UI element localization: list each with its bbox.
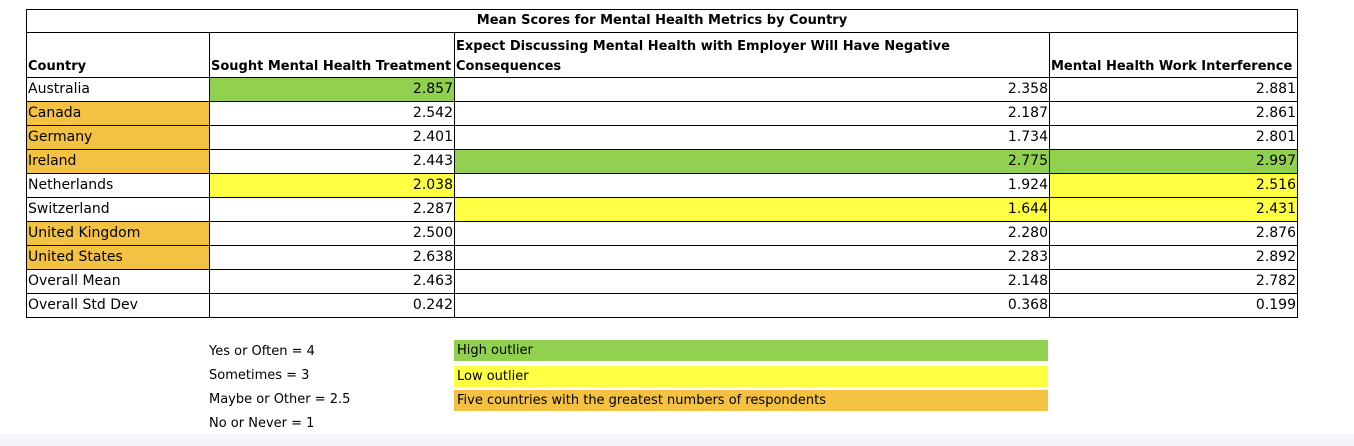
table-row: United States 2.638 2.283 2.892: [26, 245, 1298, 270]
value-cell[interactable]: 2.857: [209, 77, 455, 102]
legend-high-outlier[interactable]: High outlier: [454, 340, 1048, 361]
value-cell[interactable]: 2.187: [454, 101, 1050, 126]
scale-item[interactable]: Sometimes = 3: [209, 368, 310, 383]
value-cell[interactable]: 2.463: [209, 269, 455, 294]
country-cell[interactable]: Netherlands: [26, 173, 210, 198]
value-cell[interactable]: 2.775: [454, 149, 1050, 174]
value-cell[interactable]: 2.401: [209, 125, 455, 150]
table-row: Switzerland 2.287 1.644 2.431: [26, 197, 1298, 222]
value-cell[interactable]: 1.734: [454, 125, 1050, 150]
value-cell[interactable]: 2.782: [1049, 269, 1298, 294]
country-cell[interactable]: Overall Mean: [26, 269, 210, 294]
table-row: Netherlands 2.038 1.924 2.516: [26, 173, 1298, 198]
value-cell[interactable]: 2.892: [1049, 245, 1298, 270]
value-cell[interactable]: 2.358: [454, 77, 1050, 102]
value-cell[interactable]: 2.443: [209, 149, 455, 174]
value-cell[interactable]: 0.368: [454, 293, 1050, 318]
header-sought-treatment[interactable]: Sought Mental Health Treatment: [209, 32, 455, 78]
bottom-bar: [0, 434, 1354, 446]
country-cell[interactable]: Canada: [26, 101, 210, 126]
value-cell[interactable]: 0.242: [209, 293, 455, 318]
country-cell[interactable]: Overall Std Dev: [26, 293, 210, 318]
value-cell[interactable]: 2.431: [1049, 197, 1298, 222]
country-cell[interactable]: Ireland: [26, 149, 210, 174]
table-row: Overall Std Dev 0.242 0.368 0.199: [26, 293, 1298, 318]
scale-item[interactable]: No or Never = 1: [209, 416, 315, 431]
title-row: Mean Scores for Mental Health Metrics by…: [26, 9, 1298, 33]
legend-low-outlier[interactable]: Low outlier: [454, 366, 1048, 387]
country-cell[interactable]: United Kingdom: [26, 221, 210, 246]
value-cell[interactable]: 2.997: [1049, 149, 1298, 174]
table-row: United Kingdom 2.500 2.280 2.876: [26, 221, 1298, 246]
table-title[interactable]: Mean Scores for Mental Health Metrics by…: [26, 9, 1298, 33]
header-row: Country Sought Mental Health Treatment E…: [26, 32, 1298, 78]
value-cell[interactable]: 2.542: [209, 101, 455, 126]
value-cell[interactable]: 2.876: [1049, 221, 1298, 246]
value-cell[interactable]: 2.148: [454, 269, 1050, 294]
country-cell[interactable]: Germany: [26, 125, 210, 150]
value-cell[interactable]: 2.801: [1049, 125, 1298, 150]
scale-item[interactable]: Maybe or Other = 2.5: [209, 392, 351, 407]
table-body: Australia 2.857 2.358 2.881 Canada 2.542 2.187…: [26, 77, 1298, 318]
metrics-table: Mean Scores for Mental Health Metrics by…: [26, 9, 1298, 318]
value-cell[interactable]: 0.199: [1049, 293, 1298, 318]
value-cell[interactable]: 2.516: [1049, 173, 1298, 198]
country-cell[interactable]: United States: [26, 245, 210, 270]
header-country[interactable]: Country: [26, 32, 210, 78]
table-row: Australia 2.857 2.358 2.881: [26, 77, 1298, 102]
value-cell[interactable]: 2.500: [209, 221, 455, 246]
value-cell[interactable]: 2.280: [454, 221, 1050, 246]
scale-item[interactable]: Yes or Often = 4: [209, 344, 315, 359]
value-cell[interactable]: 2.881: [1049, 77, 1298, 102]
value-cell[interactable]: 1.644: [454, 197, 1050, 222]
value-cell[interactable]: 2.283: [454, 245, 1050, 270]
value-cell[interactable]: 2.287: [209, 197, 455, 222]
value-cell[interactable]: 2.638: [209, 245, 455, 270]
table-row: Overall Mean 2.463 2.148 2.782: [26, 269, 1298, 294]
table-row: Germany 2.401 1.734 2.801: [26, 125, 1298, 150]
value-cell[interactable]: 2.861: [1049, 101, 1298, 126]
legend-top-five-countries[interactable]: Five countries with the greatest numbers…: [454, 390, 1048, 411]
header-negative-consequences[interactable]: Expect Discussing Mental Health with Emp…: [454, 32, 1050, 78]
table-row: Ireland 2.443 2.775 2.997: [26, 149, 1298, 174]
value-cell[interactable]: 2.038: [209, 173, 455, 198]
country-cell[interactable]: Switzerland: [26, 197, 210, 222]
value-cell[interactable]: 1.924: [454, 173, 1050, 198]
table-row: Canada 2.542 2.187 2.861: [26, 101, 1298, 126]
header-work-interference[interactable]: Mental Health Work Interference: [1049, 32, 1298, 78]
country-cell[interactable]: Australia: [26, 77, 210, 102]
